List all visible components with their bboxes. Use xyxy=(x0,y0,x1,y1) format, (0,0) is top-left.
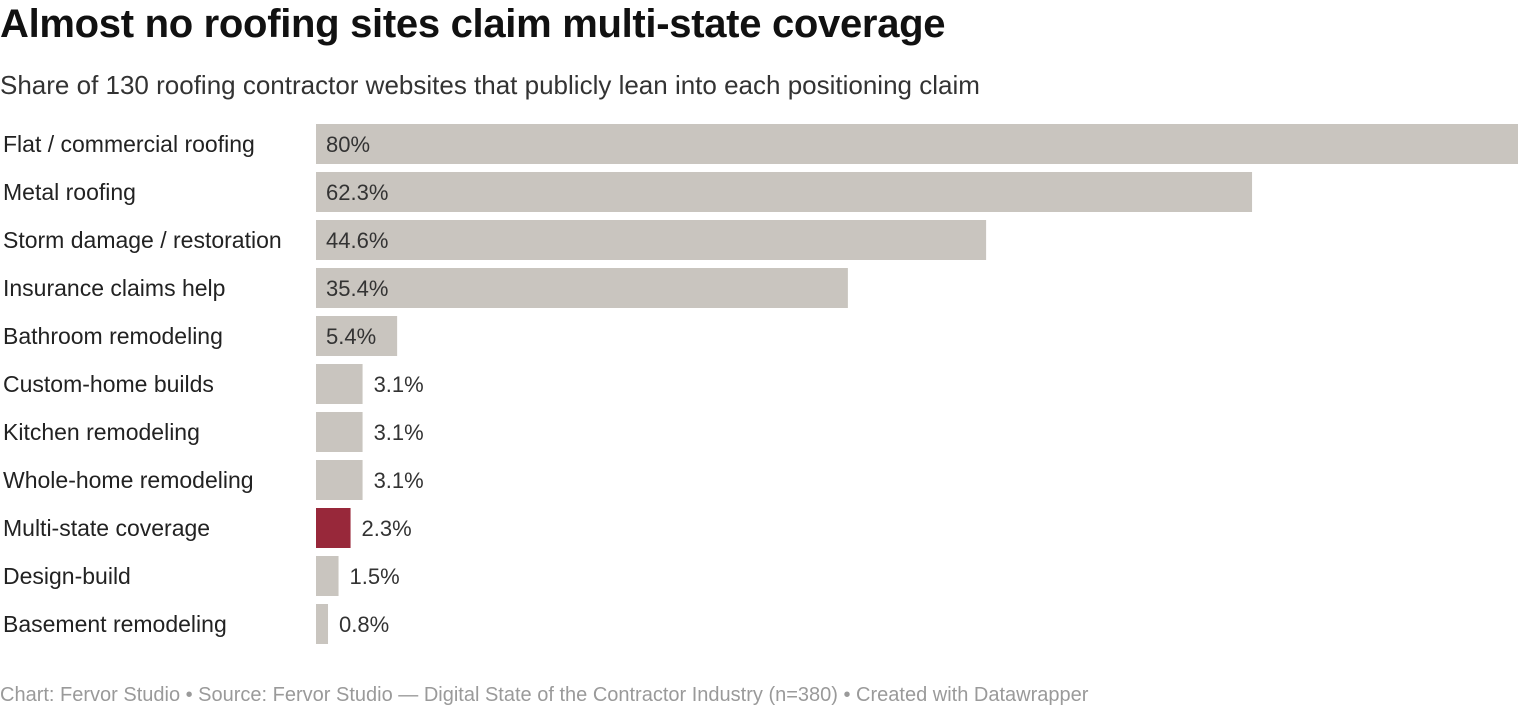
bar-basement-remodeling xyxy=(316,604,329,644)
value-label-kitchen-remodeling: 3.1% xyxy=(374,420,424,445)
chart-subtitle: Share of 130 roofing contractor websites… xyxy=(0,70,980,100)
category-label-whole-home-remodeling: Whole-home remodeling xyxy=(3,467,254,493)
category-label-multi-state-coverage: Multi-state coverage xyxy=(3,515,210,541)
category-label-kitchen-remodeling: Kitchen remodeling xyxy=(3,419,200,445)
category-label-bathroom-remodeling: Bathroom remodeling xyxy=(3,323,223,349)
bar-kitchen-remodeling xyxy=(316,412,363,452)
value-label-flat-commercial-roofing: 80% xyxy=(326,132,370,157)
value-label-bathroom-remodeling: 5.4% xyxy=(326,324,376,349)
value-label-custom-home-builds: 3.1% xyxy=(374,372,424,397)
bar-insurance-claims-help xyxy=(316,268,848,308)
category-label-basement-remodeling: Basement remodeling xyxy=(3,611,227,637)
category-label-flat-commercial-roofing: Flat / commercial roofing xyxy=(3,131,255,157)
bar-design-build xyxy=(316,556,339,596)
bar-custom-home-builds xyxy=(316,364,363,404)
category-label-insurance-claims-help: Insurance claims help xyxy=(3,275,225,301)
category-label-storm-damage-restoration: Storm damage / restoration xyxy=(3,227,282,253)
value-label-basement-remodeling: 0.8% xyxy=(339,612,389,637)
bar-whole-home-remodeling xyxy=(316,460,363,500)
value-label-metal-roofing: 62.3% xyxy=(326,180,388,205)
bar-bathroom-remodeling xyxy=(316,316,398,356)
category-label-custom-home-builds: Custom-home builds xyxy=(3,371,214,397)
value-label-insurance-claims-help: 35.4% xyxy=(326,276,388,301)
category-label-design-build: Design-build xyxy=(3,563,131,589)
value-label-storm-damage-restoration: 44.6% xyxy=(326,228,388,253)
category-label-metal-roofing: Metal roofing xyxy=(3,179,136,205)
bar-flat-commercial-roofing xyxy=(316,124,1518,164)
value-label-whole-home-remodeling: 3.1% xyxy=(374,468,424,493)
bar-storm-damage-restoration xyxy=(316,220,987,260)
value-label-multi-state-coverage: 2.3% xyxy=(362,516,412,541)
chart-title: Almost no roofing sites claim multi-stat… xyxy=(0,2,946,46)
value-label-design-build: 1.5% xyxy=(350,564,400,589)
bar-multi-state-coverage xyxy=(316,508,351,548)
bar-metal-roofing xyxy=(316,172,1253,212)
chart-footer: Chart: Fervor Studio • Source: Fervor St… xyxy=(0,684,1089,706)
